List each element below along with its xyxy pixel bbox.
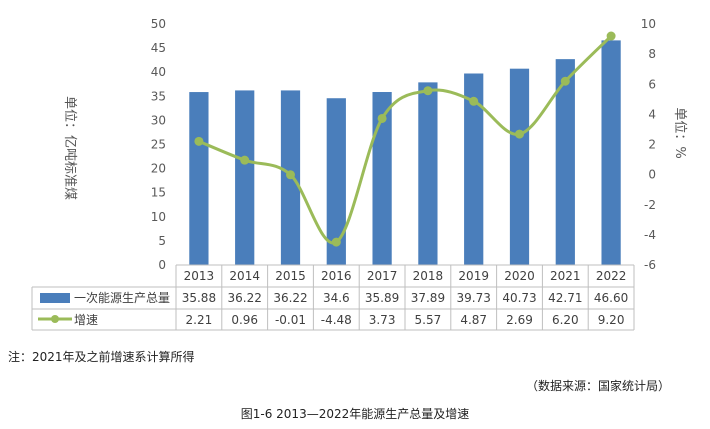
growth-point-2018 (423, 86, 433, 96)
bar-2014 (235, 90, 255, 265)
bar-value-label: 40.73 (502, 291, 536, 305)
y-tick-label: 50 (151, 17, 166, 31)
y-tick-label: 10 (151, 210, 166, 224)
bar-value-label: 36.22 (228, 291, 262, 305)
bar-value-label: 35.88 (182, 291, 216, 305)
bar-2013 (189, 92, 209, 265)
y-tick-label: 30 (151, 113, 166, 127)
growth-line (198, 34, 613, 245)
growth-point-2022 (606, 31, 616, 41)
bar-value-label: 37.89 (411, 291, 445, 305)
year-label: 2021 (550, 269, 581, 283)
year-label: 2020 (504, 269, 535, 283)
data-source: （数据来源：国家统计局） (525, 379, 670, 393)
y2-tick-label: 8 (648, 47, 656, 61)
bar-2018 (418, 82, 438, 265)
y2-tick-label: 4 (648, 107, 656, 121)
y2-tick-label: -6 (644, 258, 656, 272)
bar-value-label: 35.89 (365, 291, 399, 305)
legend-bar-label: 一次能源生产总量 (74, 291, 170, 305)
y-tick-label: 20 (151, 162, 166, 176)
bar-2016 (326, 98, 346, 265)
growth-point-2020 (515, 129, 524, 139)
growth-value-label: 6.20 (552, 313, 579, 327)
y2-tick-label: 10 (641, 17, 656, 31)
y-tick-label: 45 (151, 41, 166, 55)
y2-tick-label: 6 (648, 77, 656, 91)
y-axis-title: 单位：亿吨标准煤 (62, 96, 77, 200)
year-label: 2019 (458, 269, 489, 283)
growth-point-2016 (331, 237, 341, 247)
growth-value-label: 9.20 (598, 313, 625, 327)
growth-point-2019 (469, 96, 479, 106)
y2-tick-label: -2 (644, 198, 656, 212)
bar-2017 (372, 92, 392, 266)
bar-value-label: 34.6 (323, 291, 350, 305)
axis-layer: 0 5 10 15 20 25 30 35 40 45 50 -6 -4 -2 0 2 4 6 8 10 (151, 17, 656, 272)
growth-point-2021 (560, 76, 570, 86)
bars-layer (189, 40, 621, 266)
year-label: 2015 (275, 269, 306, 283)
growth-value-label: 3.73 (369, 313, 396, 327)
growth-line-layer (194, 31, 616, 247)
bar-value-label: 46.60 (594, 291, 628, 305)
growth-value-label: -4.48 (321, 313, 352, 327)
bar-2021 (555, 59, 575, 265)
growth-value-label: 5.57 (415, 313, 442, 327)
bar-value-label: 42.71 (548, 291, 582, 305)
footnote: 注：2021年及之前增速系计算所得 (8, 350, 195, 364)
y-tick-label: 15 (151, 186, 166, 200)
growth-point-2013 (194, 136, 204, 146)
growth-point-2014 (240, 155, 250, 165)
bar-2019 (464, 73, 484, 265)
year-label: 2017 (367, 269, 398, 283)
year-label: 2014 (229, 269, 260, 283)
y2-axis-title: 单位：% (672, 107, 687, 158)
growth-point-2015 (286, 170, 295, 180)
growth-value-label: 2.21 (186, 313, 213, 327)
year-label: 2018 (413, 269, 444, 283)
figure-caption: 图1-6 2013—2022年能源生产总量及增速 (240, 407, 470, 421)
y-tick-label: 40 (151, 65, 166, 79)
y-tick-label: 5 (158, 234, 166, 248)
bar-2020 (509, 68, 530, 265)
growth-value-label: 4.87 (460, 313, 487, 327)
year-label: 2022 (596, 269, 627, 283)
growth-value-label: 0.96 (231, 313, 258, 327)
legend-bar-swatch (40, 293, 70, 303)
y2-tick-label: -4 (644, 228, 656, 242)
y-tick-label: 0 (158, 258, 166, 272)
legend-line-marker (51, 315, 59, 323)
year-label: 2013 (184, 269, 215, 283)
data-table: 2013 2014 2015 2016 2017 2018 2019 2020 2021 2022… (31, 264, 635, 331)
bar-2022 (601, 40, 621, 265)
growth-value-label: 2.69 (506, 313, 533, 327)
y-tick-label: 25 (151, 138, 166, 152)
bar-value-label: 39.73 (457, 291, 491, 305)
year-label: 2016 (321, 269, 352, 283)
legend-line-label: 增速 (74, 313, 98, 327)
y2-tick-label: 0 (648, 168, 656, 182)
growth-value-label: -0.01 (275, 313, 306, 327)
growth-point-2017 (377, 113, 387, 123)
y-tick-label: 35 (151, 89, 166, 103)
bar-value-label: 36.22 (273, 291, 307, 305)
y2-tick-label: 2 (648, 138, 656, 152)
